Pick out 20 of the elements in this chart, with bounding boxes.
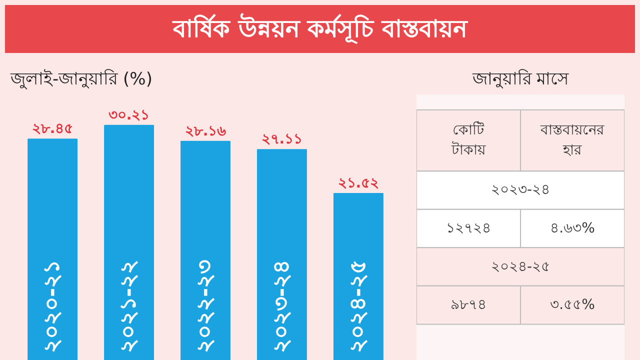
x-tick-label: ২০২২-২৩ (193, 260, 218, 354)
text: ৩.৫৫% (550, 297, 595, 314)
text: জানুয়ারি মাসে (471, 68, 570, 90)
chart-subtitle: জুলাই-জানুয়ারি (%) (10, 68, 152, 90)
x-tick-label: ২০২০-২১ (40, 260, 66, 354)
chart-title: বার্ষিক উন্নয়ন কর্মসূচি বাস্তবায়ন (5, 5, 635, 53)
text: ১২৭২৪ (446, 220, 491, 236)
text: বাস্তবায়নের হার (540, 122, 604, 158)
data-label: ২৮.৪৫ (32, 121, 74, 138)
data-label: ২৮.১৬ (184, 123, 226, 140)
data-label: ২৭.১১ (261, 132, 303, 148)
text: ৪.৬৩% (550, 220, 595, 236)
text: কোটি টাকায় (450, 121, 486, 158)
x-tick-label: ২০২৪-২৫ (346, 260, 371, 354)
x-tick-label: ২০২১-২২ (116, 260, 142, 354)
text: ২০২৩-২৪ (490, 182, 550, 198)
data-label: ২১.৫২ (338, 176, 380, 192)
x-tick-label: ২০২৩-২৪ (269, 260, 294, 354)
data-label: ৩০.২১ (108, 107, 150, 124)
text: ৯৮৭৪ (450, 297, 486, 314)
